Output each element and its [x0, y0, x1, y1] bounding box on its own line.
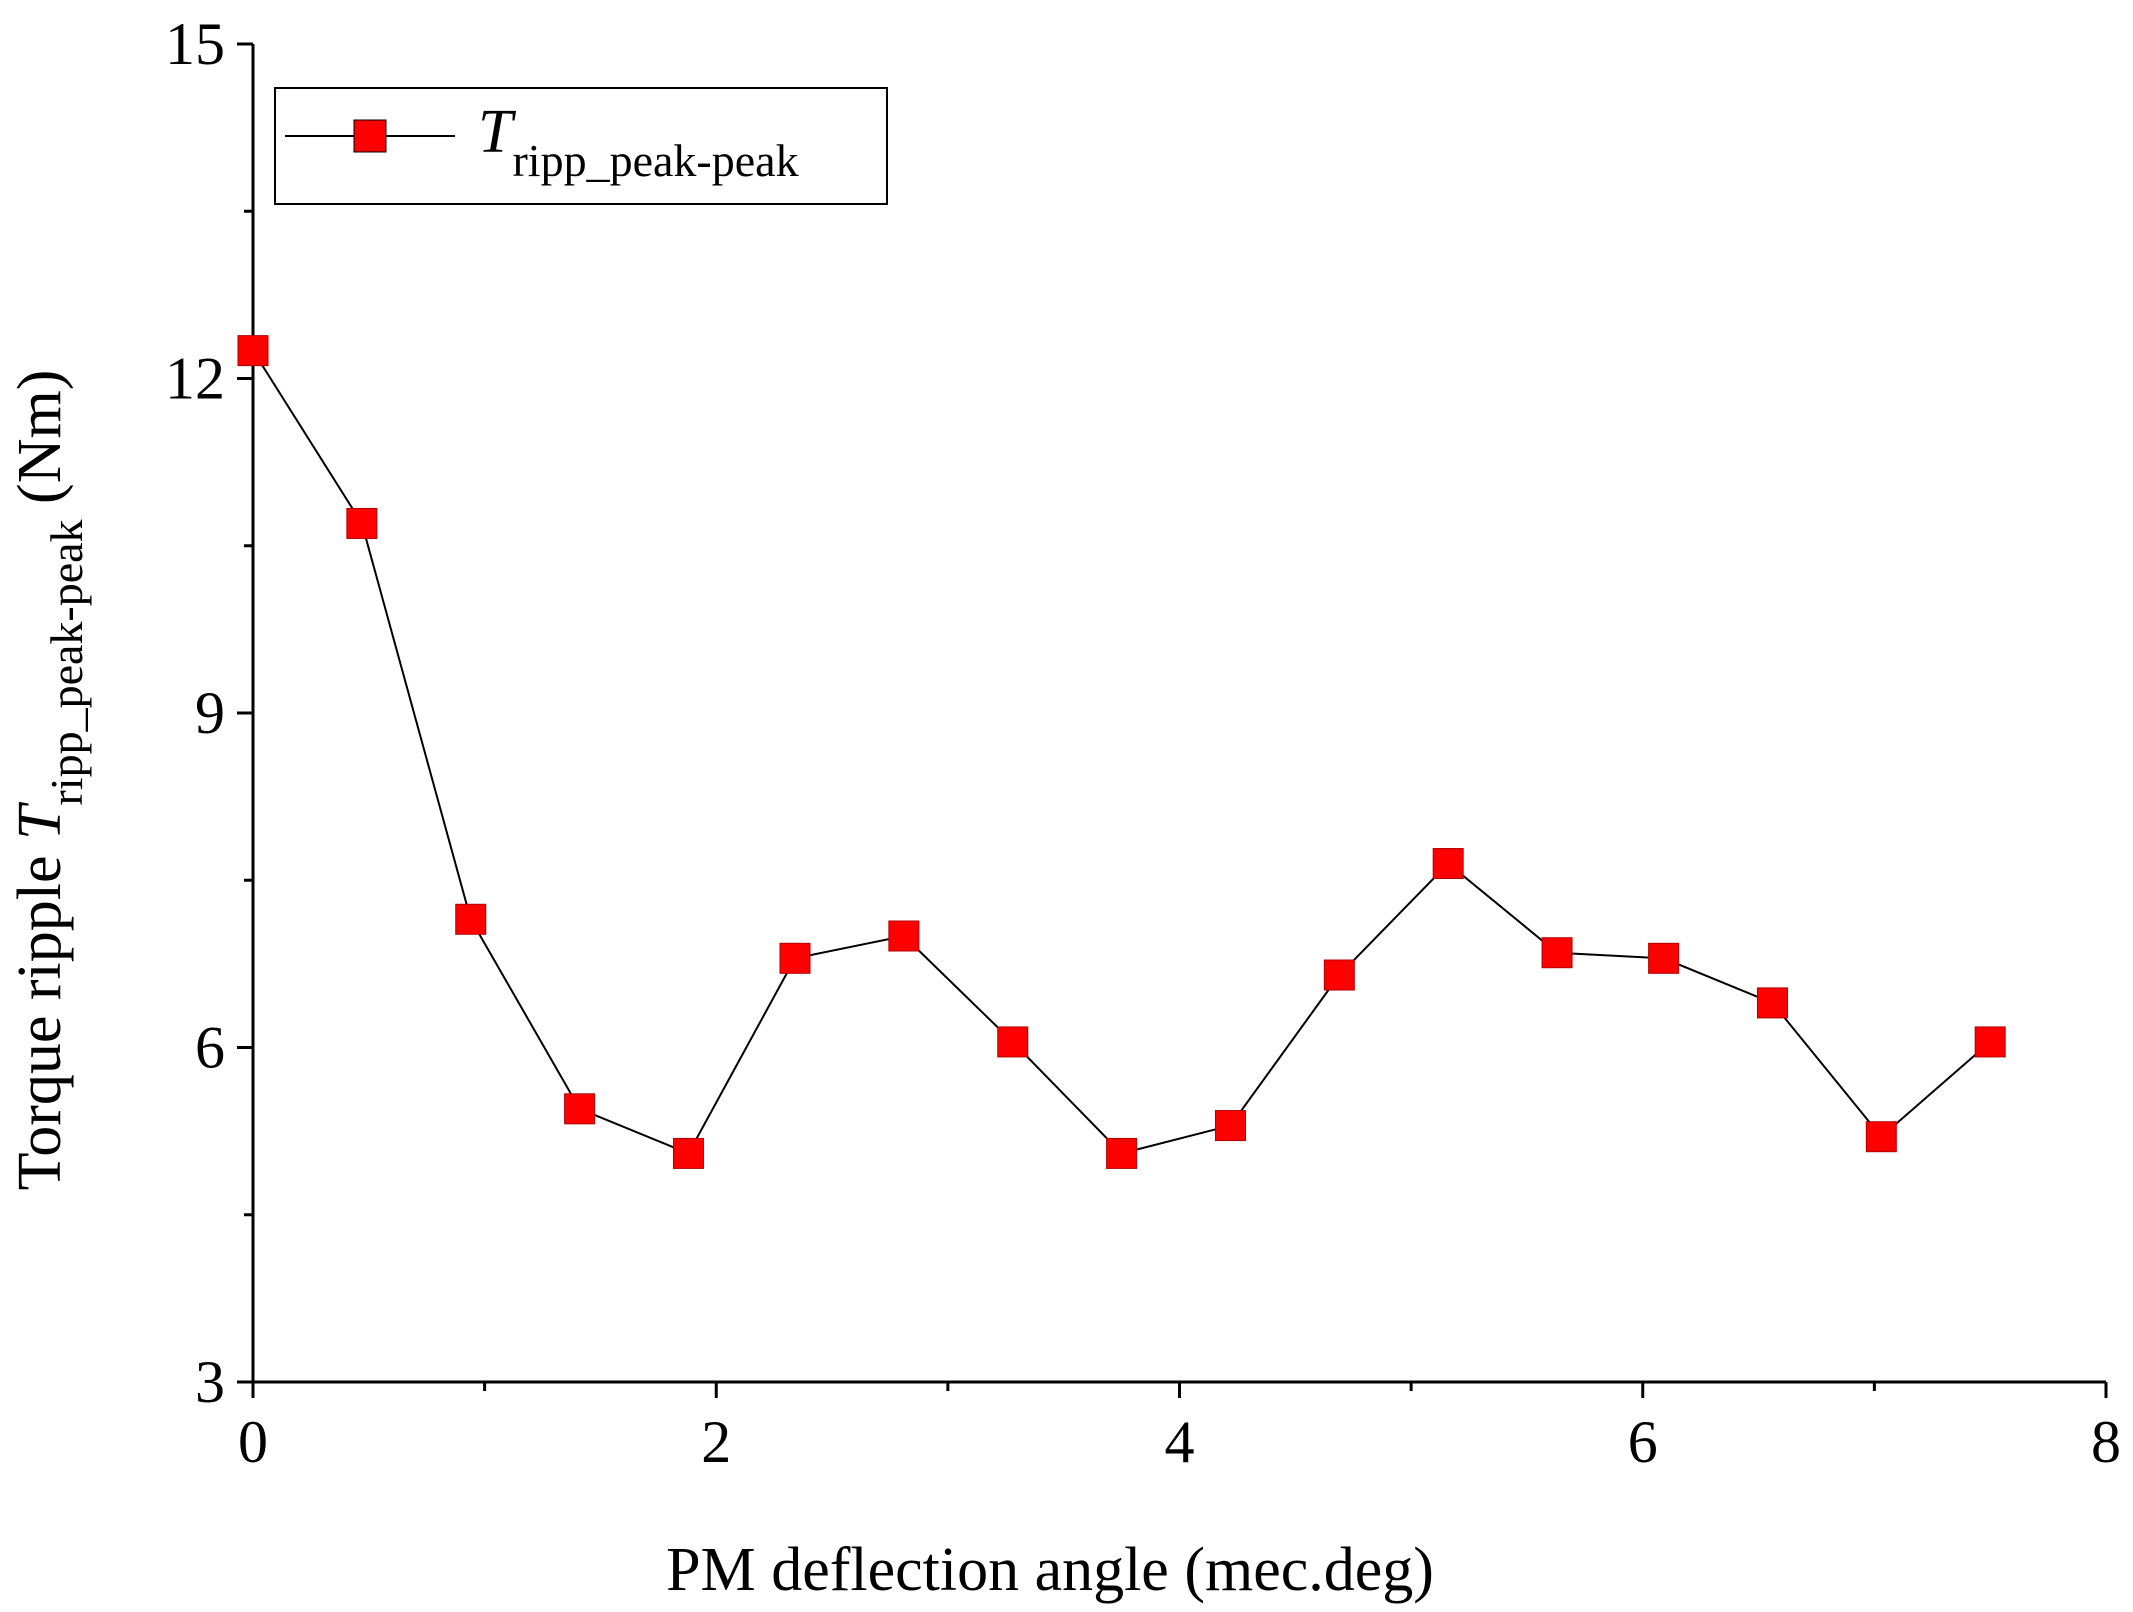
data-point-marker [1106, 1137, 1138, 1169]
x-tick-label: 4 [1165, 1409, 1195, 1475]
data-point-marker [997, 1026, 1029, 1058]
data-point-marker [672, 1137, 704, 1169]
data-point-marker [1541, 937, 1573, 969]
data-point-marker [1865, 1121, 1897, 1153]
data-point-marker [237, 335, 269, 367]
legend-label: Tripp_peak-peak [478, 98, 799, 186]
legend-label-subscript: ripp_peak-peak [512, 135, 798, 186]
data-point-marker [888, 920, 920, 952]
y-axis-title-prefix: Torque ripple [6, 840, 74, 1190]
x-axis-ticks: 0 2 4 6 8 [238, 1382, 2121, 1475]
y-axis-ticks: 3 6 9 12 15 [165, 11, 253, 1415]
data-point-marker [564, 1093, 596, 1125]
y-tick-label: 6 [195, 1015, 225, 1081]
data-point-marker [779, 942, 811, 974]
data-point-marker [1974, 1026, 2006, 1058]
data-point-marker [1323, 959, 1355, 991]
x-tick-label: 6 [1628, 1409, 1658, 1475]
data-point-marker [346, 507, 378, 539]
y-axis-title: Torque ripple Tripp_peak-peak (Nm) [6, 370, 92, 1191]
y-axis-title-symbol: T [6, 801, 74, 840]
x-tick-label: 2 [701, 1409, 731, 1475]
legend-label-symbol: T [478, 98, 517, 166]
data-point-marker [1214, 1110, 1246, 1142]
y-axis-title-suffix: (Nm) [6, 370, 74, 520]
series-layer [237, 335, 2006, 1169]
y-axis-title-subscript: ripp_peak-peak [41, 519, 92, 805]
legend-marker [353, 119, 387, 153]
x-tick-label: 8 [2091, 1409, 2121, 1475]
data-point-marker [1648, 942, 1680, 974]
x-axis-title: PM deflection angle (mec.deg) [666, 1536, 1434, 1604]
y-tick-label: 9 [195, 680, 225, 746]
legend: Tripp_peak-peak [274, 87, 888, 205]
data-point-marker [1432, 848, 1464, 880]
x-tick-label: 0 [238, 1409, 268, 1475]
y-tick-label: 15 [165, 11, 225, 77]
data-point-marker [455, 903, 487, 935]
y-tick-label: 3 [195, 1349, 225, 1415]
y-tick-label: 12 [165, 346, 225, 412]
data-point-marker [1756, 987, 1788, 1019]
